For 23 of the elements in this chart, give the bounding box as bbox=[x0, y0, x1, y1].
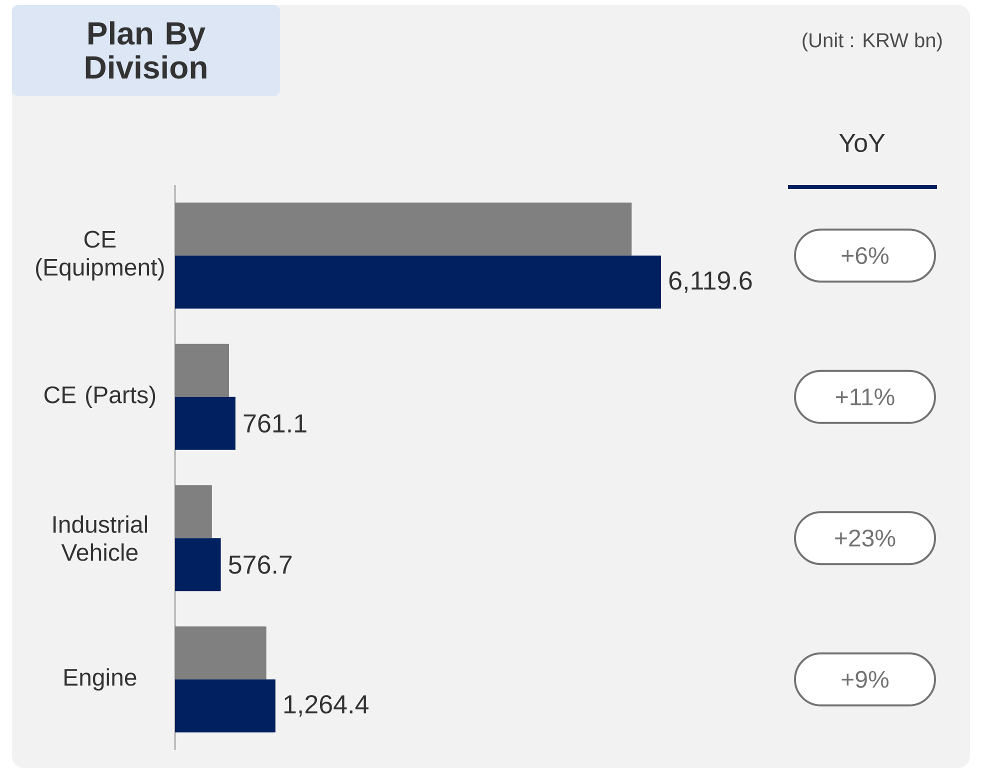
y-tick-label: Industrial Vehicle bbox=[53, 515, 148, 561]
text: +9% bbox=[842, 670, 888, 688]
text: (Unit : KRW bn) bbox=[802, 32, 942, 52]
text: YoY bbox=[839, 134, 885, 152]
bar bbox=[175, 679, 276, 732]
data-label: 6,119.6 bbox=[669, 271, 752, 293]
bar bbox=[175, 396, 236, 450]
chart-title: Plan By Division bbox=[86, 21, 206, 79]
y-tick-label: Engine bbox=[64, 668, 136, 691]
bar bbox=[175, 202, 632, 256]
bar bbox=[175, 485, 212, 538]
text: +11% bbox=[836, 388, 894, 406]
bar bbox=[175, 538, 221, 592]
data-label: 761.1 bbox=[244, 414, 306, 433]
data-label: 576.7 bbox=[228, 555, 292, 574]
text: +23% bbox=[835, 530, 896, 547]
text: +6% bbox=[842, 247, 888, 264]
bar bbox=[175, 626, 266, 680]
bar bbox=[175, 256, 661, 309]
y-tick-label: CE (Parts) bbox=[44, 386, 156, 408]
data-label: 1,264.4 bbox=[284, 695, 368, 717]
y-tick-label: CE (Equipment) bbox=[36, 230, 164, 281]
bar bbox=[175, 344, 230, 397]
